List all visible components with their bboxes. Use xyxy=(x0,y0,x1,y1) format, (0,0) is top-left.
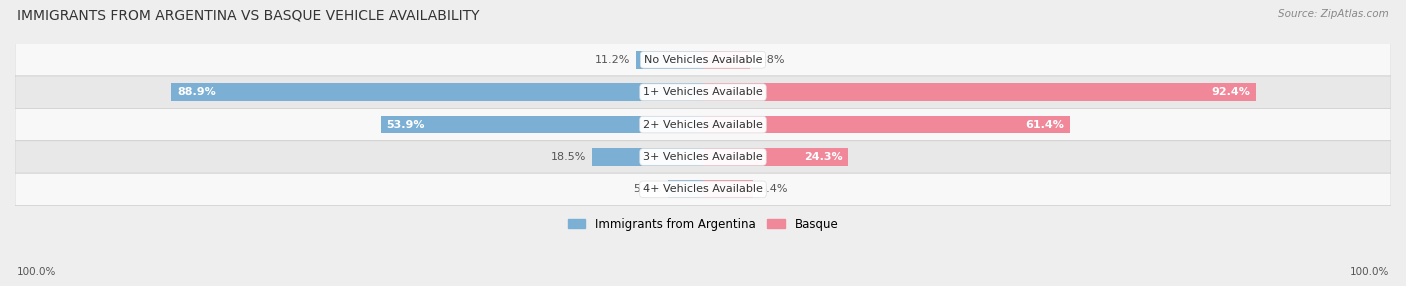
Text: 3+ Vehicles Available: 3+ Vehicles Available xyxy=(643,152,763,162)
FancyBboxPatch shape xyxy=(15,76,1391,108)
Text: 24.3%: 24.3% xyxy=(804,152,842,162)
Text: 5.9%: 5.9% xyxy=(633,184,662,194)
Bar xyxy=(703,148,848,166)
Text: 7.8%: 7.8% xyxy=(755,55,785,65)
Bar xyxy=(703,83,1256,101)
Bar xyxy=(668,180,703,198)
Bar xyxy=(703,51,749,69)
Bar xyxy=(381,116,703,134)
Legend: Immigrants from Argentina, Basque: Immigrants from Argentina, Basque xyxy=(562,213,844,235)
FancyBboxPatch shape xyxy=(15,108,1391,141)
Text: 18.5%: 18.5% xyxy=(551,152,586,162)
Text: IMMIGRANTS FROM ARGENTINA VS BASQUE VEHICLE AVAILABILITY: IMMIGRANTS FROM ARGENTINA VS BASQUE VEHI… xyxy=(17,9,479,23)
Bar xyxy=(172,83,703,101)
Text: 2+ Vehicles Available: 2+ Vehicles Available xyxy=(643,120,763,130)
Text: 100.0%: 100.0% xyxy=(17,267,56,277)
Text: 88.9%: 88.9% xyxy=(177,87,217,97)
FancyBboxPatch shape xyxy=(15,141,1391,173)
Text: 53.9%: 53.9% xyxy=(387,120,425,130)
FancyBboxPatch shape xyxy=(15,43,1391,76)
Text: No Vehicles Available: No Vehicles Available xyxy=(644,55,762,65)
Bar xyxy=(703,180,754,198)
Bar xyxy=(636,51,703,69)
Text: 4+ Vehicles Available: 4+ Vehicles Available xyxy=(643,184,763,194)
Text: 100.0%: 100.0% xyxy=(1350,267,1389,277)
FancyBboxPatch shape xyxy=(15,173,1391,206)
Bar xyxy=(592,148,703,166)
Text: 8.4%: 8.4% xyxy=(759,184,787,194)
Bar xyxy=(703,116,1070,134)
Text: 61.4%: 61.4% xyxy=(1025,120,1064,130)
Text: Source: ZipAtlas.com: Source: ZipAtlas.com xyxy=(1278,9,1389,19)
Text: 11.2%: 11.2% xyxy=(595,55,630,65)
Text: 92.4%: 92.4% xyxy=(1211,87,1250,97)
Text: 1+ Vehicles Available: 1+ Vehicles Available xyxy=(643,87,763,97)
